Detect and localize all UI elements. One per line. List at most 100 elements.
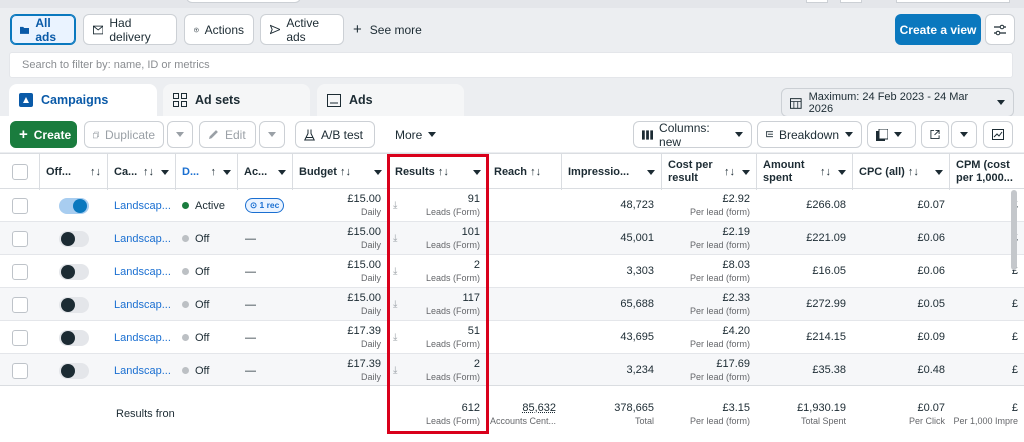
tab-ad-sets[interactable]: Ad sets [163, 84, 310, 116]
table-row[interactable]: Landscap... Off — £15.00 Daily ⤓ 117 Leads (For… [0, 288, 1024, 321]
budget-value[interactable]: £15.00 [347, 291, 381, 304]
budget-sub: Daily [360, 239, 381, 250]
col-header-campaign[interactable]: Ca... ↑↓ [108, 154, 176, 190]
col-header-budget[interactable]: Budget ↑↓ [293, 154, 389, 190]
row-checkbox[interactable] [12, 329, 28, 346]
duplicate-button[interactable]: Duplicate [84, 121, 164, 148]
cpc-cell: £0.06 [853, 222, 945, 255]
cost-sub: Per lead (form) [689, 272, 750, 283]
tab-ad-sets-label: Ad sets [195, 93, 241, 107]
recommendation-badge[interactable]: ⊙ 1 rec [245, 198, 285, 213]
top-button-edge[interactable] [896, 0, 1010, 3]
row-checkbox[interactable] [12, 197, 28, 214]
campaign-toggle[interactable] [59, 263, 89, 280]
filter-had-delivery[interactable]: Had delivery [83, 14, 177, 45]
col-label: CPM (cost [956, 159, 1010, 171]
top-button-edge[interactable] [806, 0, 828, 3]
campaign-name-link[interactable]: Landscap... [114, 265, 171, 278]
recommendation-badge-label: 1 rec [259, 200, 280, 210]
budget-value[interactable]: £17.39 [347, 357, 381, 370]
campaign-toggle[interactable] [59, 197, 89, 214]
totals-reach-value[interactable]: 85,632 [522, 401, 556, 414]
col-header-delivery[interactable]: D... ↑ [176, 154, 238, 190]
budget-value[interactable]: £15.00 [347, 258, 381, 271]
col-header-off-on[interactable]: Off... ↑↓ [40, 154, 108, 190]
col-header-actions[interactable]: Ac... [238, 154, 293, 190]
table-row[interactable]: Landscap... Off — £17.39 Daily ⤓ 2 Leads (Form)… [0, 354, 1024, 387]
toggle-cell [40, 255, 108, 288]
chevron-down-icon [374, 169, 382, 175]
edit-dropdown[interactable] [259, 121, 285, 148]
delivery-cell: Off [176, 354, 238, 387]
col-header-results[interactable]: Results ↑↓ [389, 154, 488, 190]
search-input[interactable]: Search to filter by: name, ID or metrics [9, 52, 1013, 78]
campaign-name-link[interactable]: Landscap... [114, 232, 171, 245]
col-label: Ca... [114, 165, 138, 178]
ab-test-button[interactable]: A/B test [295, 121, 375, 148]
delivery-cell: Off [176, 255, 238, 288]
col-header-cpc[interactable]: CPC (all) ↑↓ [853, 154, 950, 190]
more-button[interactable]: More [386, 121, 442, 148]
ab-test-label: A/B test [321, 127, 364, 142]
col-header-amount-spent[interactable]: Amount spent ↑↓ [757, 154, 853, 190]
top-button-edge[interactable] [840, 0, 862, 3]
filter-active-ads[interactable]: Active ads [260, 14, 344, 45]
cpm-cell: £ [950, 189, 1018, 222]
col-header-cpm[interactable]: CPM (cost per 1,000... [950, 154, 1024, 190]
budget-cell: £17.39 Daily [293, 354, 381, 387]
create-button[interactable]: + Create [10, 121, 77, 148]
campaign-name-link[interactable]: Landscap... [114, 364, 171, 377]
campaign-toggle[interactable] [59, 329, 89, 346]
chart-button[interactable] [983, 121, 1013, 148]
table-row[interactable]: Landscap... Off — £17.39 Daily ⤓ 51 Leads (Form… [0, 321, 1024, 354]
campaign-name-link[interactable]: Landscap... [114, 199, 171, 212]
impressions-value: 48,723 [620, 199, 654, 211]
download-cell: ⤓ [393, 354, 407, 387]
account-selector-edge[interactable] [186, 0, 301, 3]
campaign-name-link[interactable]: Landscap... [114, 331, 171, 344]
results-cell: 101 Leads (Form) [389, 222, 480, 255]
export-dropdown[interactable] [951, 121, 977, 148]
campaign-toggle[interactable] [59, 230, 89, 247]
campaign-toggle[interactable] [59, 296, 89, 313]
scrollbar-thumb[interactable] [1011, 190, 1017, 270]
create-view-button[interactable]: Create a view [895, 14, 981, 45]
table-row[interactable]: Landscap... Off — £15.00 Daily ⤓ 2 Leads (Form)… [0, 255, 1024, 288]
budget-value[interactable]: £17.39 [347, 324, 381, 337]
row-checkbox[interactable] [12, 263, 28, 280]
col-header-cost-per-result[interactable]: Cost per result ↑↓ [662, 154, 757, 190]
campaign-name-link[interactable]: Landscap... [114, 298, 171, 311]
customize-sliders-button[interactable] [985, 14, 1015, 45]
filter-actions[interactable]: Actions [184, 14, 254, 45]
toggle-cell [40, 288, 108, 321]
breakdown-button[interactable]: Breakdown [757, 121, 862, 148]
budget-value[interactable]: £15.00 [347, 225, 381, 238]
col-header-reach[interactable]: Reach ↑↓ [488, 154, 562, 190]
export-button[interactable] [921, 121, 949, 148]
row-checkbox[interactable] [12, 362, 28, 379]
duplicate-dropdown[interactable] [167, 121, 193, 148]
sort-icon: ↑↓ [724, 166, 750, 179]
tab-campaigns[interactable]: Campaigns [9, 84, 157, 116]
budget-sub: Daily [360, 206, 381, 217]
table-row[interactable]: Landscap... Active ⊙ 1 rec £15.00 Daily ⤓ 91 Le… [0, 189, 1024, 222]
select-all-checkbox[interactable] [11, 164, 28, 180]
budget-value[interactable]: £15.00 [347, 192, 381, 205]
tab-ads[interactable]: Ads [317, 84, 464, 116]
reports-button[interactable] [867, 121, 916, 148]
cost-cell: £2.92 Per lead (form) [662, 189, 750, 222]
col-header-impressions[interactable]: Impressio... [562, 154, 662, 190]
campaign-toggle[interactable] [59, 362, 89, 379]
table-row[interactable]: Landscap... Off — £15.00 Daily ⤓ 101 Leads (For… [0, 222, 1024, 255]
filter-all-ads[interactable]: All ads [10, 14, 76, 45]
row-checkbox[interactable] [12, 230, 28, 247]
see-more-button[interactable]: + See more [353, 14, 422, 45]
columns-button[interactable]: Columns: new [633, 121, 752, 149]
date-range-picker[interactable]: Maximum: 24 Feb 2023 - 24 Mar 2026 [781, 88, 1014, 117]
row-checkbox[interactable] [12, 296, 28, 313]
search-placeholder: Search to filter by: name, ID or metrics [22, 59, 210, 71]
budget-sub: Daily [360, 305, 381, 316]
table-scrollbar[interactable] [1010, 186, 1020, 442]
edit-button[interactable]: Edit [199, 121, 256, 148]
spent-value: £16.05 [812, 265, 846, 277]
